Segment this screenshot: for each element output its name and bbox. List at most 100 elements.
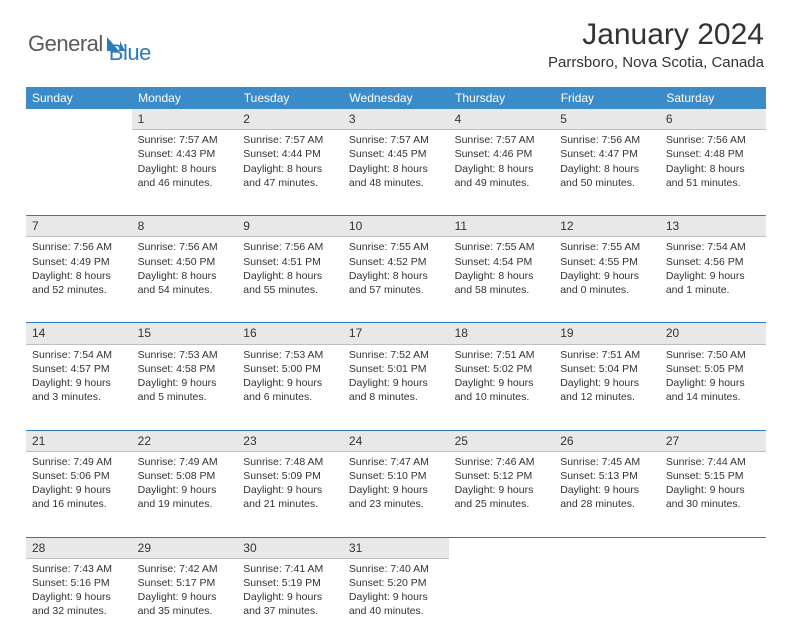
- day-number-cell: 15: [132, 323, 238, 344]
- sunrise-text: Sunrise: 7:52 AM: [349, 348, 443, 362]
- sunrise-text: Sunrise: 7:56 AM: [666, 133, 760, 147]
- sunset-text: Sunset: 5:15 PM: [666, 469, 760, 483]
- daylight-text: and 25 minutes.: [455, 497, 549, 511]
- daynum-row: 28293031: [26, 538, 766, 559]
- daylight-text: Daylight: 9 hours: [138, 590, 232, 604]
- day-number-cell: 5: [554, 109, 660, 130]
- sunset-text: Sunset: 4:56 PM: [666, 255, 760, 269]
- day-number-cell: 26: [554, 431, 660, 452]
- sunrise-text: Sunrise: 7:41 AM: [243, 562, 337, 576]
- day-number-cell: 25: [449, 431, 555, 452]
- day-cell: Sunrise: 7:43 AMSunset: 5:16 PMDaylight:…: [26, 558, 132, 644]
- sunset-text: Sunset: 5:16 PM: [32, 576, 126, 590]
- daylight-text: and 10 minutes.: [455, 390, 549, 404]
- sunset-text: Sunset: 5:08 PM: [138, 469, 232, 483]
- sunrise-text: Sunrise: 7:48 AM: [243, 455, 337, 469]
- sunset-text: Sunset: 4:50 PM: [138, 255, 232, 269]
- day-cell: Sunrise: 7:50 AMSunset: 5:05 PMDaylight:…: [660, 344, 766, 430]
- location-text: Parrsboro, Nova Scotia, Canada: [548, 54, 764, 71]
- sunrise-text: Sunrise: 7:50 AM: [666, 348, 760, 362]
- sunrise-text: Sunrise: 7:57 AM: [243, 133, 337, 147]
- sunrise-text: Sunrise: 7:56 AM: [138, 240, 232, 254]
- daylight-text: and 16 minutes.: [32, 497, 126, 511]
- day-number-cell: 4: [449, 109, 555, 130]
- daynum-row: 123456: [26, 109, 766, 130]
- day-number-cell: 12: [554, 216, 660, 237]
- logo-text-general: General: [28, 31, 103, 57]
- daylight-text: and 19 minutes.: [138, 497, 232, 511]
- daylight-text: Daylight: 9 hours: [666, 376, 760, 390]
- sunset-text: Sunset: 4:55 PM: [560, 255, 654, 269]
- day-number-cell: 24: [343, 431, 449, 452]
- sunset-text: Sunset: 5:04 PM: [560, 362, 654, 376]
- daylight-text: Daylight: 9 hours: [349, 376, 443, 390]
- sunset-text: Sunset: 5:00 PM: [243, 362, 337, 376]
- day-cell: [26, 130, 132, 216]
- sunset-text: Sunset: 4:52 PM: [349, 255, 443, 269]
- day-number-cell: 23: [237, 431, 343, 452]
- sunset-text: Sunset: 5:01 PM: [349, 362, 443, 376]
- day-number-cell: 10: [343, 216, 449, 237]
- daylight-text: and 14 minutes.: [666, 390, 760, 404]
- day-cell: Sunrise: 7:46 AMSunset: 5:12 PMDaylight:…: [449, 451, 555, 537]
- weekday-header: Saturday: [660, 87, 766, 109]
- daylight-text: and 28 minutes.: [560, 497, 654, 511]
- sunrise-text: Sunrise: 7:46 AM: [455, 455, 549, 469]
- daylight-text: and 48 minutes.: [349, 176, 443, 190]
- day-cell: [660, 558, 766, 644]
- day-cell: Sunrise: 7:54 AMSunset: 4:57 PMDaylight:…: [26, 344, 132, 430]
- day-cell: Sunrise: 7:54 AMSunset: 4:56 PMDaylight:…: [660, 237, 766, 323]
- sunrise-text: Sunrise: 7:54 AM: [666, 240, 760, 254]
- sunrise-text: Sunrise: 7:57 AM: [349, 133, 443, 147]
- daylight-text: Daylight: 9 hours: [243, 376, 337, 390]
- sunset-text: Sunset: 4:43 PM: [138, 147, 232, 161]
- day-number-cell: [26, 109, 132, 130]
- weekday-header: Sunday: [26, 87, 132, 109]
- day-number-cell: [449, 538, 555, 559]
- daylight-text: Daylight: 8 hours: [138, 269, 232, 283]
- daylight-text: and 49 minutes.: [455, 176, 549, 190]
- sunset-text: Sunset: 5:05 PM: [666, 362, 760, 376]
- daylight-text: and 23 minutes.: [349, 497, 443, 511]
- sunrise-text: Sunrise: 7:57 AM: [455, 133, 549, 147]
- daylight-text: Daylight: 8 hours: [349, 269, 443, 283]
- sunset-text: Sunset: 4:49 PM: [32, 255, 126, 269]
- day-cell: Sunrise: 7:45 AMSunset: 5:13 PMDaylight:…: [554, 451, 660, 537]
- sunrise-text: Sunrise: 7:56 AM: [560, 133, 654, 147]
- daylight-text: and 57 minutes.: [349, 283, 443, 297]
- day-cell: Sunrise: 7:55 AMSunset: 4:54 PMDaylight:…: [449, 237, 555, 323]
- sunset-text: Sunset: 4:54 PM: [455, 255, 549, 269]
- daylight-text: Daylight: 9 hours: [349, 590, 443, 604]
- sunrise-text: Sunrise: 7:47 AM: [349, 455, 443, 469]
- daylight-text: and 6 minutes.: [243, 390, 337, 404]
- daylight-text: Daylight: 8 hours: [455, 269, 549, 283]
- daylight-text: and 21 minutes.: [243, 497, 337, 511]
- daylight-text: and 30 minutes.: [666, 497, 760, 511]
- day-cell: Sunrise: 7:42 AMSunset: 5:17 PMDaylight:…: [132, 558, 238, 644]
- day-number-cell: 3: [343, 109, 449, 130]
- sunrise-text: Sunrise: 7:54 AM: [32, 348, 126, 362]
- sunrise-text: Sunrise: 7:57 AM: [138, 133, 232, 147]
- daylight-text: Daylight: 9 hours: [349, 483, 443, 497]
- daylight-text: Daylight: 9 hours: [32, 376, 126, 390]
- sunrise-text: Sunrise: 7:51 AM: [560, 348, 654, 362]
- day-number-cell: 30: [237, 538, 343, 559]
- daylight-text: Daylight: 8 hours: [243, 162, 337, 176]
- sunrise-text: Sunrise: 7:53 AM: [138, 348, 232, 362]
- daylight-text: Daylight: 8 hours: [243, 269, 337, 283]
- daylight-text: Daylight: 9 hours: [560, 269, 654, 283]
- weekday-header: Wednesday: [343, 87, 449, 109]
- day-number-cell: 17: [343, 323, 449, 344]
- day-cell: Sunrise: 7:56 AMSunset: 4:50 PMDaylight:…: [132, 237, 238, 323]
- day-number-cell: 6: [660, 109, 766, 130]
- daynum-row: 14151617181920: [26, 323, 766, 344]
- daylight-text: Daylight: 8 hours: [349, 162, 443, 176]
- sunset-text: Sunset: 4:44 PM: [243, 147, 337, 161]
- day-cell: Sunrise: 7:53 AMSunset: 4:58 PMDaylight:…: [132, 344, 238, 430]
- daylight-text: Daylight: 9 hours: [243, 483, 337, 497]
- sunrise-text: Sunrise: 7:56 AM: [243, 240, 337, 254]
- daylight-text: and 58 minutes.: [455, 283, 549, 297]
- week-content-row: Sunrise: 7:56 AM Sunset: 4:49 PM Daylight:…: [26, 237, 766, 323]
- daylight-text: Daylight: 9 hours: [455, 376, 549, 390]
- day-cell: Sunrise: 7:51 AMSunset: 5:04 PMDaylight:…: [554, 344, 660, 430]
